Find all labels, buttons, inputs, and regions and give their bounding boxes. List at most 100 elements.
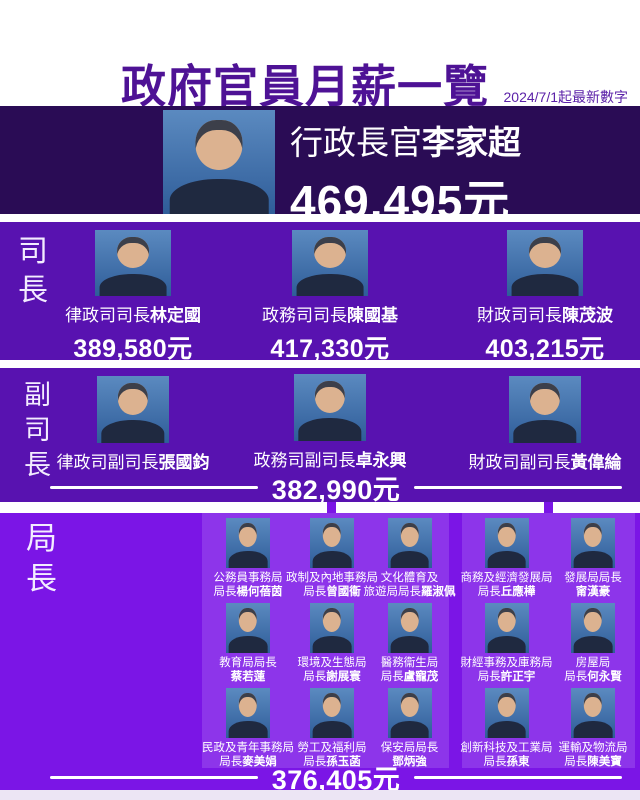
official-dept: 財經事務及庫務局 xyxy=(460,657,553,669)
official-name: 謝展寰 xyxy=(326,671,361,683)
bureau-director-card: 商務及經濟發展局 局長丘應樺 xyxy=(461,513,553,599)
official-label: 民政及青年事務局 局長麥美娟 xyxy=(202,741,294,769)
official-name: 許正宇 xyxy=(500,671,536,683)
deputy-secretary-card: 律政司副司長張國鈞 xyxy=(33,376,233,473)
chief-executive-portrait xyxy=(163,110,275,214)
secretary-card: 律政司司長林定國 389,580元 xyxy=(33,230,233,365)
official-label: 教育局局長 蔡若蓮 xyxy=(219,656,277,684)
official-dept: 環境及生態局 xyxy=(297,657,367,669)
official-name-line: 局長麥美娟 xyxy=(202,755,294,769)
official-portrait xyxy=(484,603,529,653)
deputy-secretaries-section-label: 副司長 xyxy=(24,380,51,481)
bureau-directors-section-label: 局長 xyxy=(26,521,57,597)
official-label: 政制及內地事務局 局長曾國衞 xyxy=(286,571,378,599)
official-title: 律政司司長 xyxy=(65,306,150,325)
official-dept: 發展局局長 xyxy=(564,572,622,584)
bureau-director-card: 教育局局長 蔡若蓮 xyxy=(202,598,294,683)
official-portrait xyxy=(484,518,529,568)
official-portrait xyxy=(571,603,615,653)
official-portrait xyxy=(97,376,169,443)
official-dept: 運輸及物流局 xyxy=(558,742,628,754)
bureau-panel-right: 商務及經濟發展局 局長丘應樺 發展局局長 甯漢豪 財經事務及庫務局 局長許正宇 xyxy=(460,513,635,769)
official-name: 孫玉菡 xyxy=(326,756,361,768)
official-name-line: 局長許正宇 xyxy=(461,670,553,684)
official-name: 孫東 xyxy=(506,756,530,768)
official-name: 陳美寶 xyxy=(587,756,622,768)
official-name: 曾國衞 xyxy=(326,586,361,598)
official-name: 卓永興 xyxy=(355,451,407,470)
official-title-prefix: 局長 xyxy=(477,671,501,683)
secretary-card: 政務司司長陳國基 417,330元 xyxy=(230,230,430,365)
official-dept: 教育局局長 xyxy=(219,657,277,669)
official-portrait xyxy=(387,688,432,738)
bureau-panel-left: 公務員事務局 局長楊何蓓茵 政制及內地事務局 局長曾國衞 文化體育及 旅遊局局長… xyxy=(202,513,456,769)
deputy-shared-salary-row: 382,990元 xyxy=(50,468,623,507)
official-salary: 389,580元 xyxy=(73,335,193,363)
official-portrait xyxy=(484,688,529,738)
bureau-director-card: 房屋局 局長何永賢 xyxy=(551,598,635,683)
official-name-line: 甯漢豪 xyxy=(564,585,622,599)
salary-rule-right xyxy=(414,486,623,489)
official-name: 羅淑佩 xyxy=(421,586,456,598)
official-name: 林定國 xyxy=(150,306,201,325)
official-name-line: 局長何永賢 xyxy=(564,670,622,684)
official-title-prefix: 局長 xyxy=(477,586,501,598)
official-label: 律政司副司長張國鈞 xyxy=(33,448,233,473)
official-name: 麥美娟 xyxy=(242,756,277,768)
official-portrait xyxy=(571,518,615,568)
official-name: 丘應樺 xyxy=(500,586,536,598)
official-title-prefix: 局長 xyxy=(303,671,327,683)
bureau-director-card: 財經事務及庫務局 局長許正宇 xyxy=(460,598,553,684)
official-name-line: 局長丘應樺 xyxy=(461,585,553,599)
bureau-director-card: 公務員事務局 局長楊何蓓茵 xyxy=(202,513,294,598)
official-portrait xyxy=(507,230,583,296)
official-label: 財政司副司長黃偉綸 xyxy=(445,448,640,473)
official-title-prefix: 局長 xyxy=(219,756,243,768)
official-title-prefix: 局長 xyxy=(483,756,507,768)
official-name: 甯漢豪 xyxy=(575,586,611,598)
official-portrait xyxy=(292,230,368,296)
official-label: 環境及生態局 局長謝展寰 xyxy=(298,656,367,684)
official-name: 張國鈞 xyxy=(158,453,210,472)
official-label: 政務司司長陳國基 xyxy=(230,301,430,326)
official-title-prefix: 局長 xyxy=(564,756,588,768)
official-name-line: 局長曾國衞 xyxy=(286,585,378,599)
official-portrait xyxy=(226,688,270,738)
deputy-shared-salary: 382,990元 xyxy=(271,475,401,505)
official-dept: 醫務衞生局 xyxy=(380,657,439,669)
official-title: 政務司副司長 xyxy=(253,451,356,470)
official-salary: 403,215元 xyxy=(485,335,605,363)
official-title-prefix: 局長 xyxy=(380,671,404,683)
salary-rule-left xyxy=(50,776,258,779)
official-name-line: 局長孫東 xyxy=(461,755,553,769)
official-name: 盧寵茂 xyxy=(403,671,439,683)
official-label: 創新科技及工業局 局長孫東 xyxy=(461,741,553,769)
official-name-line: 局長謝展寰 xyxy=(298,670,367,684)
bottom-margin-strip xyxy=(0,790,640,800)
deputy-secretaries-section: 副司長 律政司副司長張國鈞 政務司副司長卓永興 財政司副司長黃偉綸 382,99… xyxy=(0,368,640,505)
official-label: 勞工及福利局 局長孫玉菡 xyxy=(298,741,367,769)
official-title-prefix: 局長 xyxy=(213,586,237,598)
official-label: 公務員事務局 局長楊何蓓茵 xyxy=(214,571,283,599)
official-portrait xyxy=(226,603,270,653)
deputy-secretary-card: 政務司副司長卓永興 xyxy=(230,374,430,471)
official-name-line: 局長陳美寶 xyxy=(559,755,628,769)
official-name: 楊何蓓茵 xyxy=(236,586,283,598)
page-title: 政府官員月薪一覽 xyxy=(120,61,489,112)
official-title-prefix: 局長 xyxy=(303,586,327,598)
salary-rule-left xyxy=(50,486,258,489)
official-dept: 創新科技及工業局 xyxy=(460,742,553,754)
official-dept: 政制及內地事務局 xyxy=(286,572,378,584)
official-label: 保安局局長 鄧炳強 xyxy=(381,741,439,769)
official-dept: 勞工及福利局 xyxy=(297,742,367,754)
official-title: 財政司副司長 xyxy=(468,453,571,472)
official-label: 財政司司長陳茂波 xyxy=(445,301,640,326)
bureau-director-card: 民政及青年事務局 局長麥美娟 xyxy=(202,683,294,768)
official-portrait xyxy=(387,518,432,568)
official-name-line: 局長楊何蓓茵 xyxy=(214,585,283,599)
official-label: 房屋局 局長何永賢 xyxy=(564,656,622,684)
connector-line xyxy=(544,502,553,513)
bureau-director-card: 發展局局長 甯漢豪 xyxy=(551,513,635,598)
official-dept: 民政及青年事務局 xyxy=(202,742,294,754)
